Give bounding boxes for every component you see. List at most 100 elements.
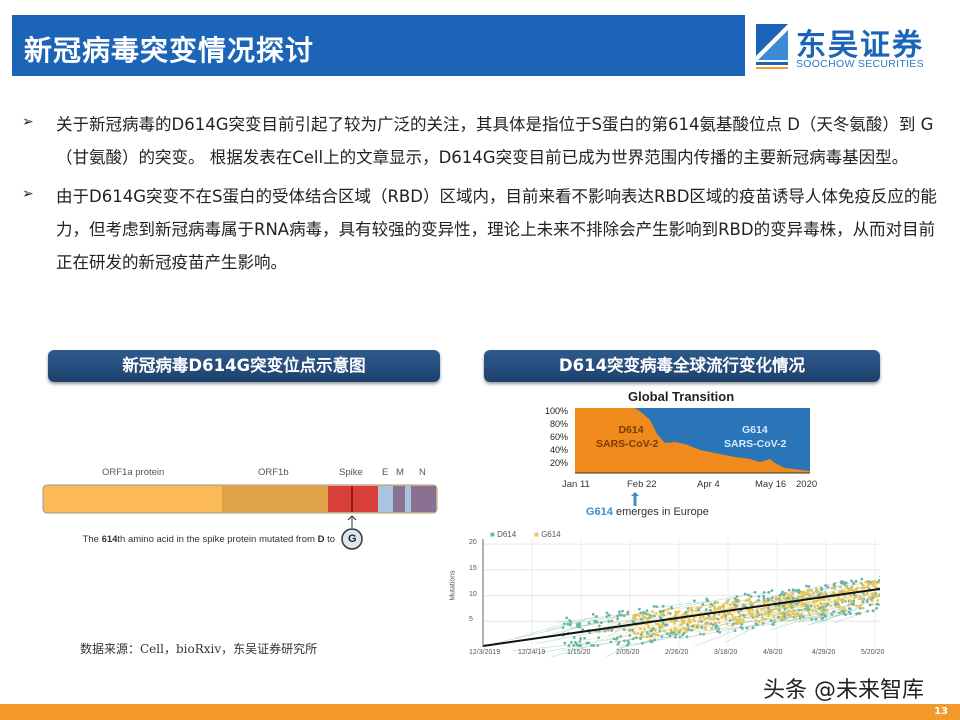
data-point [805,584,808,588]
trajectory [730,613,793,621]
data-point [742,613,745,617]
data-point [791,596,795,600]
data-point [578,624,581,628]
data-point [728,603,732,607]
data-point [652,614,656,618]
data-point [666,611,670,615]
x-tick: 3/18/20 [714,649,738,656]
data-point [631,637,635,641]
gene-label: ORF1a protein [102,467,165,478]
bullet-marker: ➢ [22,114,34,130]
data-point [665,632,669,636]
data-point [838,605,842,608]
data-point [785,613,789,617]
genome-bar [42,484,438,550]
bullet-item: ➢ 由于D614G突变不在S蛋白的受体结合区域（RBD）区域内，目前来看不影响表达… [22,180,942,279]
data-point [754,622,758,626]
data-point [848,598,852,602]
logo-name-en: SOOCHOW SECURITIES [796,58,924,70]
data-point [675,619,679,622]
data-point [658,615,662,619]
data-point [569,640,573,644]
data-point [762,591,766,594]
data-point [645,609,649,613]
data-point [769,610,773,614]
g614-label: G614 [742,424,768,436]
data-point [694,609,698,613]
data-point [855,604,858,608]
trajectory [555,626,580,636]
data-point [830,586,834,590]
data-point [709,622,713,626]
data-point [631,628,634,632]
data-point [703,617,706,621]
data-point [712,623,715,627]
data-point [739,625,743,629]
trajectory [606,644,628,657]
trajectory [636,627,661,635]
data-point [757,595,761,598]
data-point [726,599,730,603]
data-point [855,594,859,598]
data-point [833,602,837,606]
data-point [565,616,569,620]
data-point [638,607,641,611]
data-point [783,607,787,611]
data-point [703,622,707,626]
data-point [772,614,776,618]
data-point [678,635,682,639]
data-point [635,613,639,617]
data-point [850,586,854,589]
data-point [716,600,720,604]
data-point [850,588,854,592]
trajectory [561,638,634,652]
data-point [640,635,644,638]
trajectory [696,624,773,632]
data-point [572,636,576,639]
bullet-text: 由于D614G突变不在S蛋白的受体结合区域（RBD）区域内，目前来看不影响表达R… [56,187,937,272]
data-point [567,644,571,647]
y-tick: 20 [469,539,477,547]
data-point [733,616,737,619]
data-point [669,605,673,609]
data-point [838,585,842,589]
data-point [843,594,847,598]
bullet-item: ➢ 关于新冠病毒的D614G突变目前引起了较为广泛的关注，其具体是指位于S蛋白的第… [22,108,942,174]
trajectory [579,627,653,642]
x-tick: 2020 [796,479,818,490]
data-point [806,590,810,594]
data-point [782,593,786,597]
data-point [654,612,658,615]
data-point [717,621,721,624]
data-point [858,595,862,599]
data-point [717,605,721,609]
data-point [797,595,801,599]
trajectory [635,632,685,646]
data-point [777,604,781,607]
arrow-up-icon [631,492,639,506]
data-point [610,628,613,632]
trajectory [765,606,840,616]
y-tick: 15 [469,564,477,572]
data-point [831,591,835,595]
gene-label: ORF1b [258,467,289,478]
data-point [579,637,582,640]
data-point [810,617,814,621]
trajectory [715,610,795,620]
data-point [679,628,683,632]
gene-label: N [419,467,426,478]
data-point [860,597,864,601]
data-point [704,628,708,631]
data-point [562,622,566,626]
trajectory [764,597,789,613]
data-point [824,593,828,597]
x-tick: May 16 [755,479,787,490]
data-point [576,644,579,647]
data-point [597,624,601,628]
data-point [833,582,837,585]
data-point [790,606,794,609]
data-point [816,604,820,608]
data-point [626,610,630,614]
data-point [871,609,875,613]
data-point [681,633,685,637]
